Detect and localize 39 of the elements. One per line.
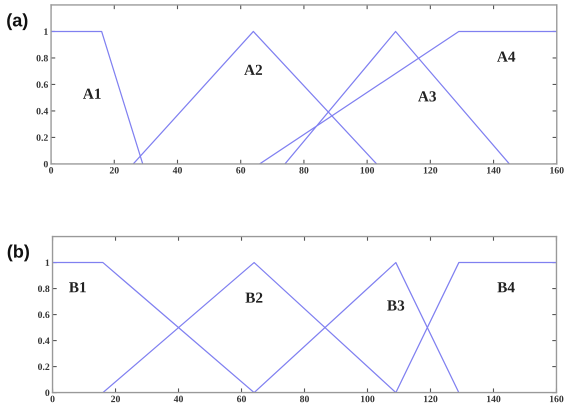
series-label: A2 bbox=[244, 64, 262, 75]
chart-title: (a) bbox=[7, 13, 28, 30]
x-tick-label: 100 bbox=[360, 166, 374, 174]
y-tick-label: 0.2 bbox=[38, 363, 50, 370]
x-tick-label: 60 bbox=[236, 396, 246, 402]
y-tick-label: 0.8 bbox=[36, 54, 48, 62]
x-tick-label: 120 bbox=[424, 166, 438, 174]
y-tick-label: 1 bbox=[44, 28, 48, 35]
series-label: B4 bbox=[497, 282, 515, 292]
x-tick-label: 160 bbox=[550, 396, 564, 402]
y-tick-label: 0.4 bbox=[36, 108, 48, 114]
x-tick-label: 20 bbox=[110, 166, 119, 174]
x-tick-label: 120 bbox=[424, 396, 438, 402]
y-tick-label: 0.2 bbox=[36, 134, 48, 141]
y-tick-label: 0 bbox=[44, 160, 48, 168]
series-label: B3 bbox=[387, 300, 404, 311]
series-label: A4 bbox=[497, 52, 516, 62]
y-tick-label: 0.6 bbox=[36, 81, 48, 88]
x-tick-label: 20 bbox=[111, 396, 120, 402]
x-tick-label: 40 bbox=[172, 166, 182, 174]
x-tick-label: 80 bbox=[300, 396, 309, 402]
x-tick-label: 0 bbox=[50, 396, 55, 402]
x-tick-label: 80 bbox=[299, 166, 308, 174]
y-tick-label: 0 bbox=[45, 390, 50, 396]
x-tick-label: 160 bbox=[550, 166, 564, 174]
x-tick-label: 140 bbox=[486, 396, 500, 402]
x-tick-label: 100 bbox=[360, 396, 374, 402]
series-label: B1 bbox=[69, 282, 86, 292]
y-tick-label: 0.6 bbox=[38, 311, 50, 318]
y-tick-label: 0.8 bbox=[38, 285, 50, 292]
x-tick-label: 60 bbox=[236, 166, 246, 174]
x-tick-label: 40 bbox=[174, 396, 184, 402]
series-label: A1 bbox=[82, 88, 101, 99]
chart-title: (b) bbox=[8, 244, 29, 262]
series-label: B2 bbox=[245, 292, 262, 303]
series-label: A3 bbox=[418, 91, 436, 102]
y-tick-label: 0.4 bbox=[38, 337, 50, 344]
y-tick-label: 1 bbox=[46, 260, 50, 266]
x-tick-label: 140 bbox=[487, 166, 500, 174]
